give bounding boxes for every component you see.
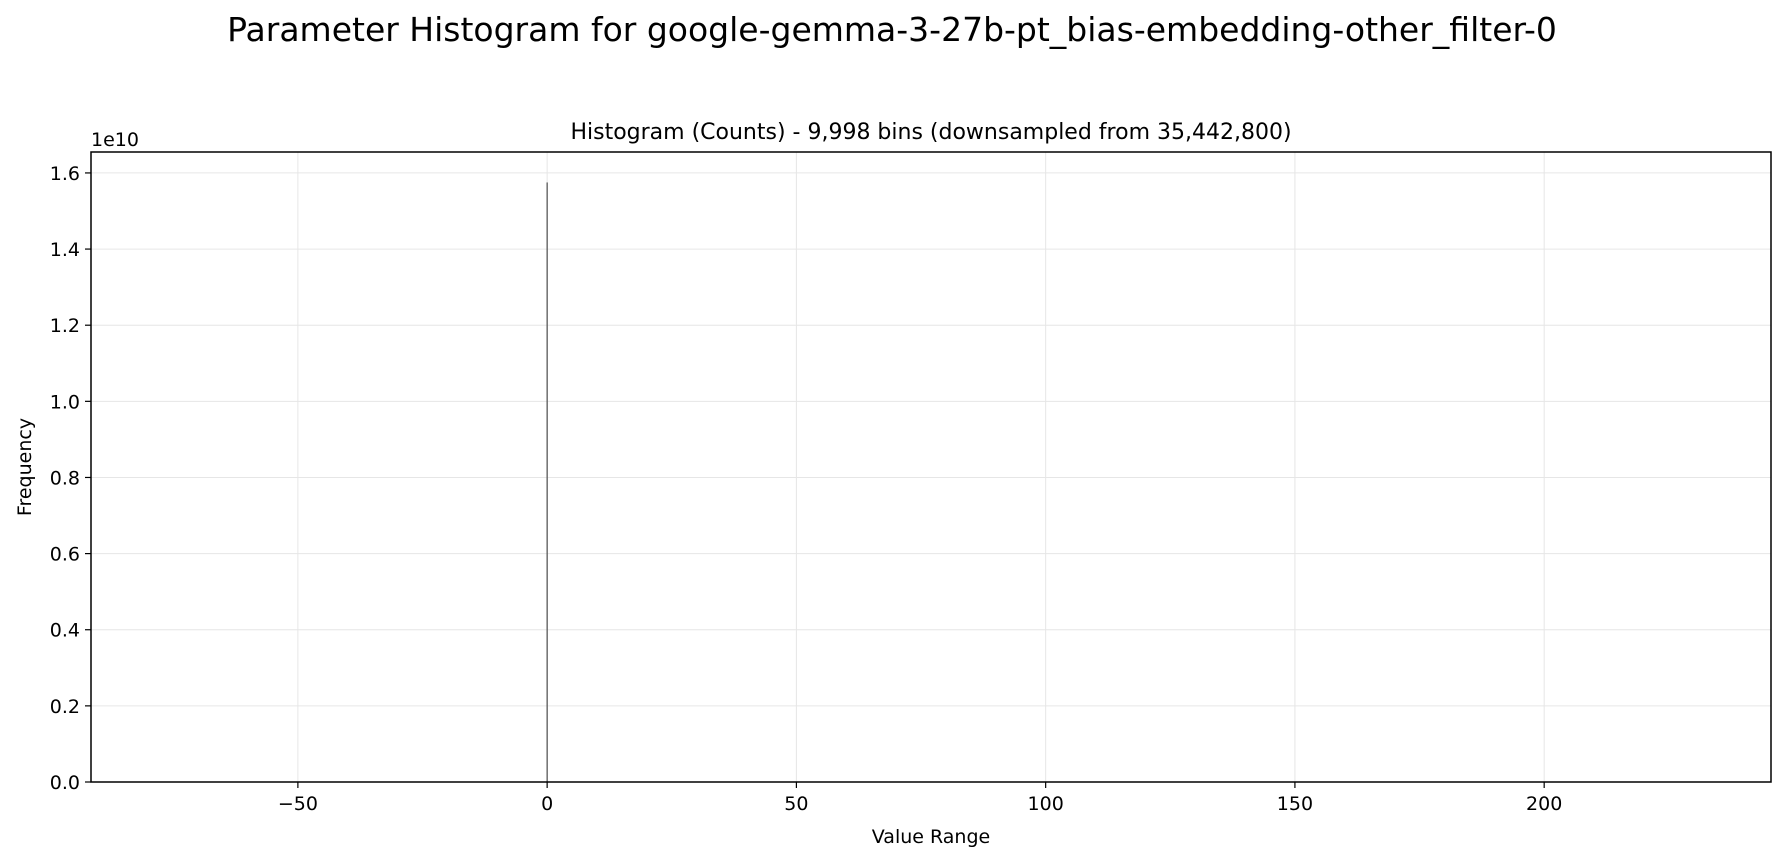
- x-tick-label: −50: [278, 793, 318, 815]
- x-tick-label: 50: [784, 793, 808, 815]
- histogram-bar: [546, 182, 548, 782]
- x-axis-label: Value Range: [872, 826, 990, 848]
- y-offset-label: 1e10: [91, 129, 139, 151]
- plot-frame: [90, 151, 1772, 783]
- x-tick-label: 200: [1526, 793, 1562, 815]
- y-tick-label: 0.2: [50, 696, 80, 718]
- chart-title: Histogram (Counts) - 9,998 bins (downsam…: [570, 120, 1291, 145]
- bars-group: [546, 182, 548, 782]
- y-tick-label: 1.2: [50, 315, 80, 337]
- y-tick-label: 0.0: [50, 772, 80, 794]
- y-tick-label: 1.0: [50, 391, 80, 413]
- x-tick-label: 0: [541, 793, 553, 815]
- grid-lines: [91, 152, 1771, 783]
- x-tick-label: 150: [1277, 793, 1313, 815]
- y-tick-label: 1.6: [50, 163, 80, 185]
- y-tick-label: 1.4: [50, 239, 80, 261]
- y-axis-label: Frequency: [14, 418, 36, 516]
- ticks-group: −50 0 50 100 150 200 0.0 0.2 0.4 0.6 0.8 1.0 1.2 1.4 1…: [50, 163, 1563, 815]
- x-tick-label: 100: [1028, 793, 1064, 815]
- y-tick-label: 0.8: [50, 467, 80, 489]
- figure-title: Parameter Histogram for google-gemma-3-2…: [227, 10, 1557, 49]
- y-tick-label: 0.4: [50, 620, 80, 642]
- y-tick-label: 0.6: [50, 544, 80, 566]
